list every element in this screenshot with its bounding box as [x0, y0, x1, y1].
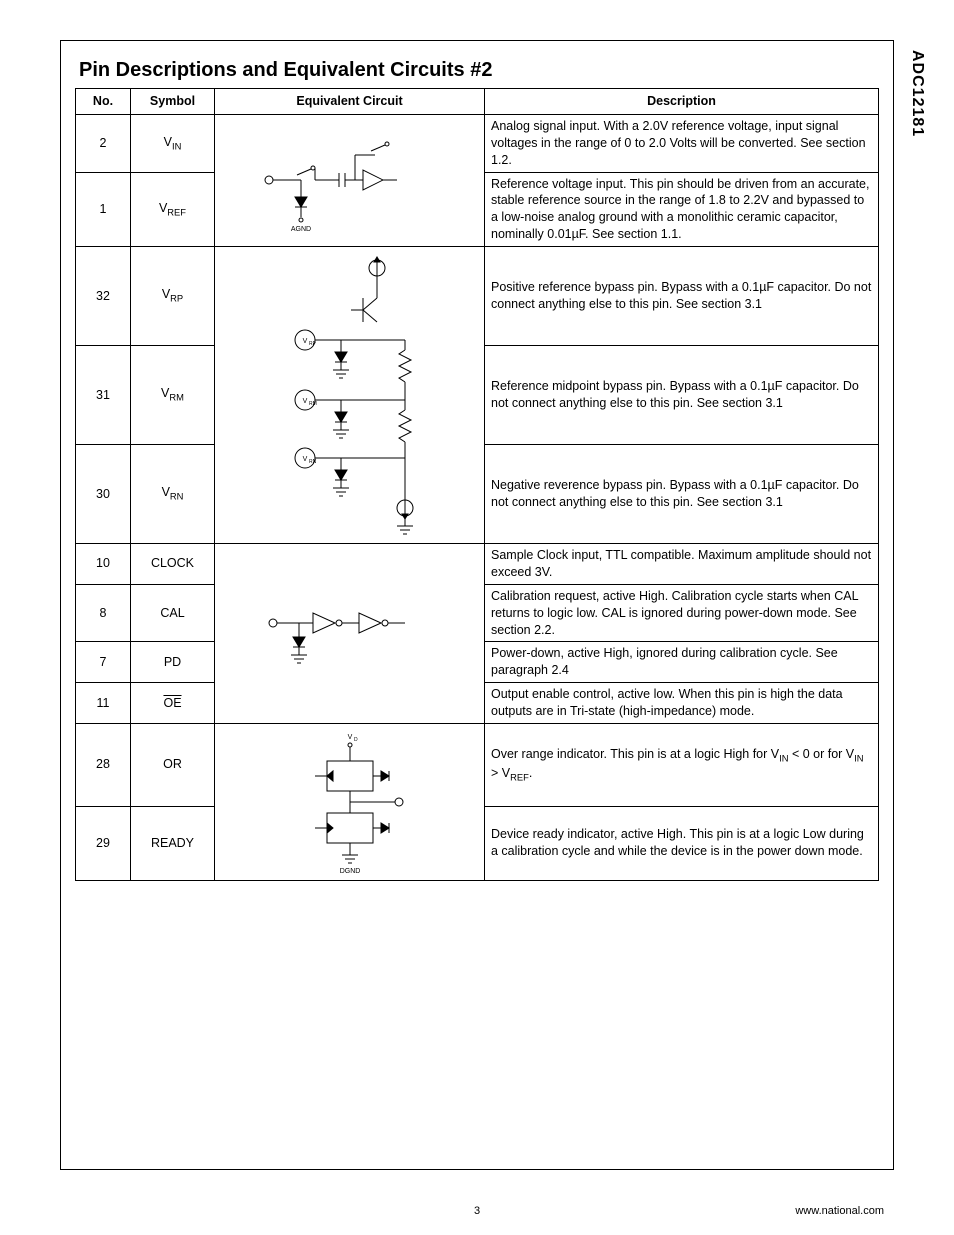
section-title: Pin Descriptions and Equivalent Circuits…	[79, 59, 879, 82]
pin-symbol: CAL	[131, 584, 215, 642]
equiv-circuit-digital-input	[215, 544, 485, 724]
pin-no: 29	[76, 806, 131, 880]
pin-description: Power-down, active High, ignored during …	[485, 642, 879, 683]
pin-symbol: VRN	[131, 445, 215, 544]
svg-text:DGND: DGND	[339, 868, 360, 875]
pin-no: 7	[76, 642, 131, 683]
pin-description: Over range indicator. This pin is at a l…	[485, 723, 879, 806]
part-number-label: ADC12181	[908, 50, 926, 137]
pin-no: 28	[76, 723, 131, 806]
pin-symbol: VRM	[131, 346, 215, 445]
pin-no: 11	[76, 683, 131, 724]
pin-description: Output enable control, active low. When …	[485, 683, 879, 724]
table-row: 10 CLOCK	[76, 544, 879, 585]
pin-symbol: VRP	[131, 247, 215, 346]
pin-no: 30	[76, 445, 131, 544]
pin-description: Reference voltage input. This pin should…	[485, 172, 879, 247]
svg-text:V: V	[302, 398, 307, 405]
table-row: 28 OR VD	[76, 723, 879, 806]
svg-text:V: V	[302, 338, 307, 345]
pin-descriptions-table: No. Symbol Equivalent Circuit Descriptio…	[75, 88, 879, 881]
pin-symbol: OE	[131, 683, 215, 724]
pin-description: Device ready indicator, active High. Thi…	[485, 806, 879, 880]
col-header-description: Description	[485, 89, 879, 115]
svg-text:RN: RN	[309, 459, 317, 465]
col-header-symbol: Symbol	[131, 89, 215, 115]
svg-text:V: V	[302, 456, 307, 463]
pin-no: 10	[76, 544, 131, 585]
equiv-circuit-reference-bypass: VRP VRM	[215, 247, 485, 544]
col-header-eq-circuit: Equivalent Circuit	[215, 89, 485, 115]
pin-no: 31	[76, 346, 131, 445]
pin-symbol: READY	[131, 806, 215, 880]
page-footer: 3 www.national.com	[0, 1205, 954, 1217]
pin-symbol: PD	[131, 642, 215, 683]
svg-text:RP: RP	[309, 341, 317, 347]
table-header-row: No. Symbol Equivalent Circuit Descriptio…	[76, 89, 879, 115]
svg-text:RM: RM	[309, 401, 317, 407]
table-row: 32 VRP VRP	[76, 247, 879, 346]
pin-description: Negative reverence bypass pin. Bypass wi…	[485, 445, 879, 544]
footer-website: www.national.com	[795, 1205, 884, 1217]
col-header-no: No.	[76, 89, 131, 115]
pin-symbol: VIN	[131, 114, 215, 172]
pin-symbol: VREF	[131, 172, 215, 247]
pin-description: Reference midpoint bypass pin. Bypass wi…	[485, 346, 879, 445]
pin-no: 2	[76, 114, 131, 172]
equiv-circuit-analog-input: AGND	[215, 114, 485, 246]
datasheet-page: ADC12181 Pin Descriptions and Equivalent…	[0, 0, 954, 1235]
svg-text:AGND: AGND	[290, 226, 310, 233]
table-row: 2 VIN	[76, 114, 879, 172]
page-number: 3	[474, 1205, 480, 1217]
pin-description: Positive reference bypass pin. Bypass wi…	[485, 247, 879, 346]
pin-description: Sample Clock input, TTL compatible. Maxi…	[485, 544, 879, 585]
svg-text:V: V	[347, 734, 352, 741]
pin-description: Calibration request, active High. Calibr…	[485, 584, 879, 642]
pin-symbol: CLOCK	[131, 544, 215, 585]
content-frame: Pin Descriptions and Equivalent Circuits…	[60, 40, 894, 1170]
pin-description: Analog signal input. With a 2.0V referen…	[485, 114, 879, 172]
pin-no: 32	[76, 247, 131, 346]
pin-no: 8	[76, 584, 131, 642]
pin-no: 1	[76, 172, 131, 247]
svg-text:D: D	[354, 737, 358, 743]
equiv-circuit-digital-output: VD	[215, 723, 485, 880]
pin-symbol: OR	[131, 723, 215, 806]
